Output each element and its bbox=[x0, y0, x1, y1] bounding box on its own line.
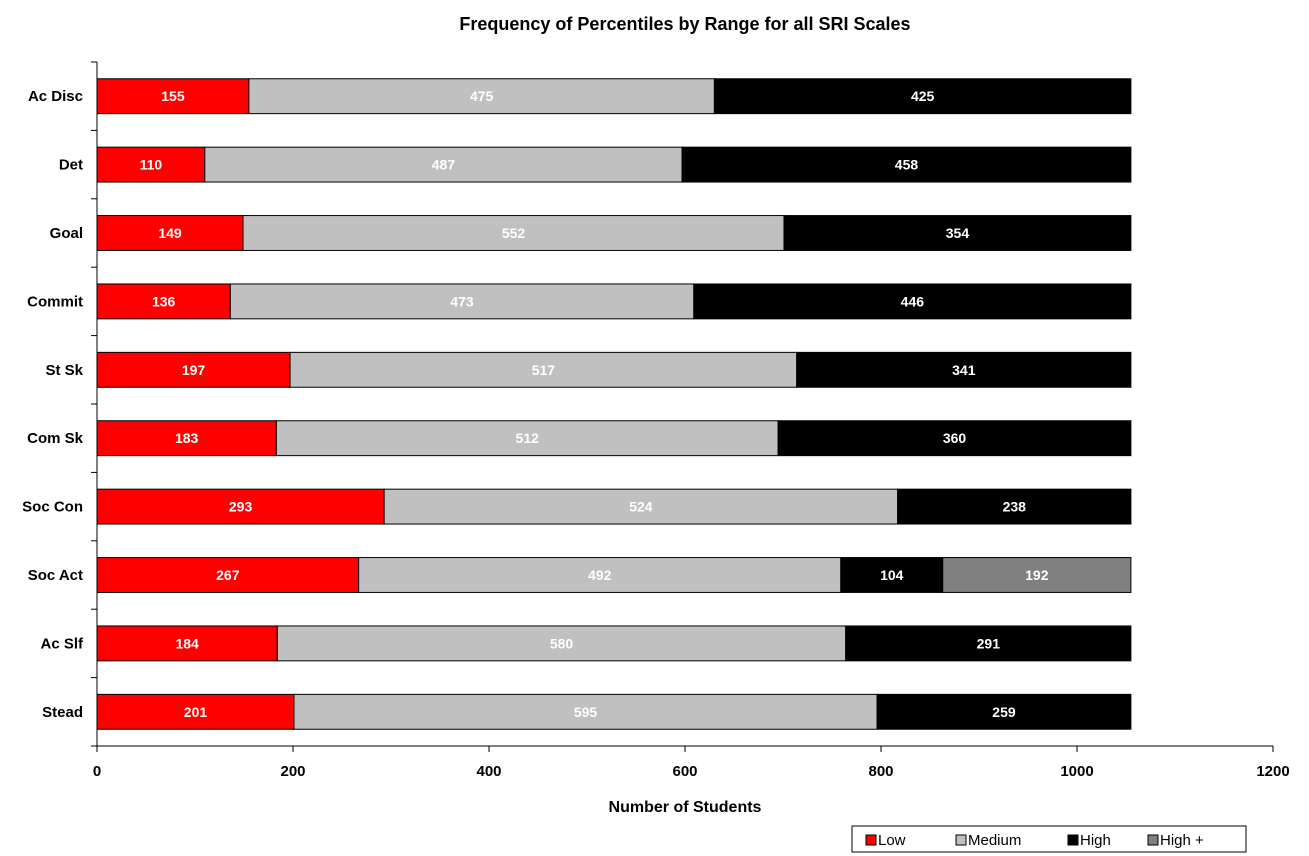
bar-low-goal bbox=[96, 215, 244, 251]
bar-high-soc-act bbox=[942, 557, 1132, 593]
bar-low-stead bbox=[96, 693, 295, 730]
bar-value-label: 149 bbox=[158, 225, 182, 241]
bar-value-label: 104 bbox=[880, 567, 904, 583]
bar-value-label: 487 bbox=[432, 157, 456, 173]
bar-value-label: 110 bbox=[140, 157, 163, 173]
bar-value-label: 552 bbox=[502, 225, 526, 241]
bar-medium-det bbox=[204, 146, 683, 183]
bar-high-commit bbox=[693, 283, 1132, 320]
bar-value-label: 512 bbox=[516, 430, 540, 446]
legend-label: High bbox=[1080, 832, 1111, 849]
bar-medium-soc-con bbox=[383, 488, 899, 525]
bar-value-label: 595 bbox=[574, 704, 598, 720]
category-axis: Ac Disc Det Goal Commit St Sk Com Sk Soc Con So… bbox=[22, 61, 97, 747]
legend-swatch-high bbox=[1147, 834, 1159, 846]
bar-high-st-sk bbox=[796, 351, 1132, 388]
category-label: Ac Slf bbox=[40, 635, 84, 652]
x-tick-label: 200 bbox=[280, 763, 305, 780]
bar-value-label: 183 bbox=[175, 430, 199, 446]
x-axis: 0 200 400 600 800 1000 1200 bbox=[93, 62, 1290, 780]
legend-swatch-low bbox=[865, 834, 877, 846]
bar-low-soc-act bbox=[96, 557, 360, 593]
bar-high-ac-slf bbox=[845, 625, 1132, 662]
bar-medium-com-sk bbox=[275, 420, 779, 457]
bar-medium-goal bbox=[242, 215, 785, 251]
x-axis-title: Number of Students bbox=[609, 799, 762, 816]
bar-value-label: 354 bbox=[946, 225, 970, 241]
bar-value-label: 446 bbox=[901, 293, 925, 309]
bar-value-label: 267 bbox=[216, 567, 240, 583]
bars-layer: 155 475 425 110 487 458 149 552 354 136 473 446 197 5… bbox=[96, 78, 1132, 730]
category-label: Stead bbox=[42, 704, 83, 721]
bar-value-label: 492 bbox=[588, 567, 612, 583]
bar-value-label: 517 bbox=[532, 362, 556, 378]
category-label: Soc Act bbox=[28, 567, 83, 584]
bar-value-label: 473 bbox=[450, 293, 474, 309]
bar-value-label: 197 bbox=[182, 362, 206, 378]
bar-medium-ac-disc bbox=[248, 78, 715, 115]
legend-swatch-medium bbox=[955, 834, 967, 846]
bar-low-st-sk bbox=[96, 351, 291, 388]
legend-label: High + bbox=[1160, 832, 1204, 849]
bar-value-label: 425 bbox=[911, 88, 935, 104]
bar-high-ac-disc bbox=[713, 78, 1132, 115]
bar-value-label: 360 bbox=[943, 430, 967, 446]
chart-title: Frequency of Percentiles by Range for al… bbox=[459, 14, 910, 34]
bar-value-label: 524 bbox=[629, 499, 653, 515]
bar-value-label: 259 bbox=[992, 704, 1016, 720]
bar-high-goal bbox=[783, 215, 1132, 251]
legend-swatch-high bbox=[1067, 834, 1079, 846]
bar-high-soc-con bbox=[897, 488, 1132, 525]
x-tick-label: 800 bbox=[868, 763, 893, 780]
bar-value-label: 192 bbox=[1025, 567, 1049, 583]
legend-box bbox=[851, 825, 1247, 853]
bar-high-det bbox=[681, 146, 1132, 183]
bar-medium-st-sk bbox=[289, 351, 798, 388]
category-label: Ac Disc bbox=[28, 88, 83, 105]
bar-value-label: 293 bbox=[229, 499, 253, 515]
bar-high-stead bbox=[876, 693, 1132, 730]
bar-medium-ac-slf bbox=[276, 625, 847, 662]
bar-value-label: 155 bbox=[161, 88, 185, 104]
bar-value-label: 291 bbox=[977, 635, 1001, 651]
bar-low-commit bbox=[96, 283, 231, 320]
bar-value-label: 458 bbox=[895, 157, 919, 173]
category-label: Goal bbox=[50, 225, 83, 242]
x-tick-label: 400 bbox=[476, 763, 501, 780]
bar-low-ac-disc bbox=[96, 78, 250, 115]
category-label: Det bbox=[59, 157, 83, 174]
bar-medium-soc-act bbox=[358, 557, 842, 593]
x-tick-label: 0 bbox=[93, 763, 101, 780]
category-label: St Sk bbox=[45, 362, 83, 379]
bar-value-label: 580 bbox=[550, 635, 574, 651]
bar-value-label: 184 bbox=[175, 635, 199, 651]
legend-label: Low bbox=[878, 832, 906, 849]
bar-value-label: 238 bbox=[1003, 499, 1027, 515]
bar-value-label: 201 bbox=[184, 704, 208, 720]
x-tick-label: 1000 bbox=[1060, 763, 1093, 780]
legend-label: Medium bbox=[968, 832, 1021, 849]
category-label: Soc Con bbox=[22, 499, 83, 516]
x-tick-label: 600 bbox=[672, 763, 697, 780]
bar-high-com-sk bbox=[777, 420, 1132, 457]
bar-value-label: 475 bbox=[470, 88, 494, 104]
bar-value-label: 341 bbox=[952, 362, 976, 378]
bar-low-soc-con bbox=[96, 488, 385, 525]
category-label: Com Sk bbox=[27, 430, 84, 447]
x-tick-label: 1200 bbox=[1256, 763, 1289, 780]
bar-value-label: 136 bbox=[152, 293, 176, 309]
legend: Low Medium High High + bbox=[851, 825, 1247, 853]
category-label: Commit bbox=[27, 293, 83, 310]
